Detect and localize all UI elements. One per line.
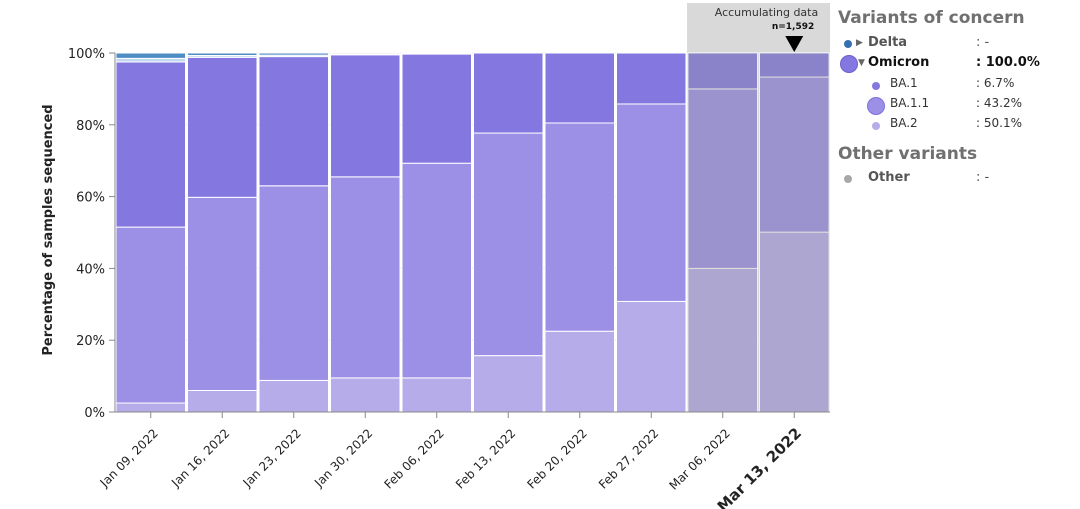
bar-segment-ba-1[interactable]: [759, 52, 830, 78]
bar-segment-delta[interactable]: [187, 52, 258, 57]
bar-segment-ba-1-1[interactable]: [616, 103, 687, 302]
bar-segment-delta[interactable]: [258, 52, 329, 56]
legend-label-other: Other: [868, 170, 910, 185]
bar-segment-ba-2[interactable]: [401, 377, 472, 413]
y-tick-label: 100%: [68, 47, 105, 62]
bar-segment-ba-1[interactable]: [115, 61, 186, 228]
ba1-dot-icon: [872, 82, 880, 90]
legend-label-delta: Delta: [868, 35, 908, 50]
bar-segment-ba-1[interactable]: [258, 56, 329, 187]
legend-item-ba1[interactable]: BA.1 : 6.7%: [838, 76, 1068, 96]
bar-segment-ba-1[interactable]: [473, 52, 544, 134]
bar-segment-ba-2[interactable]: [187, 389, 258, 413]
bar-segment-ba-1-1[interactable]: [544, 122, 615, 332]
bar-segment-ba-1[interactable]: [687, 52, 758, 90]
legend-label-ba11: BA.1.1: [890, 96, 930, 110]
legend-item-delta[interactable]: ▶ Delta : -: [838, 35, 1068, 55]
bar-segment-ba-2[interactable]: [544, 330, 615, 413]
omicron-dot-icon: [840, 55, 858, 73]
legend-item-ba2[interactable]: BA.2 : 50.1%: [838, 116, 1068, 136]
collapse-triangle-icon: ▼: [858, 58, 865, 68]
x-tick-label: Feb 06, 2022: [381, 426, 446, 491]
x-tick-label: Jan 30, 2022: [311, 426, 375, 490]
x-tick-label: Mar 06, 2022: [666, 426, 732, 492]
bar-segment-ba-1[interactable]: [187, 56, 258, 198]
bar-segment-ba-1-1[interactable]: [115, 226, 186, 404]
legend-label-ba1: BA.1: [890, 76, 918, 90]
legend-value-ba2: : 50.1%: [976, 116, 1022, 130]
legend-label-omicron: Omicron: [868, 55, 930, 70]
bar-segment-delta[interactable]: [401, 52, 472, 55]
legend-heading-other: Other variants: [838, 144, 978, 164]
y-tick-label: 60%: [76, 191, 105, 206]
delta-dot-icon: [844, 40, 852, 48]
bar-segment-ba-2[interactable]: [473, 355, 544, 413]
legend-item-ba11[interactable]: BA.1.1 : 43.2%: [838, 96, 1068, 116]
bar-segment-ba-1-1[interactable]: [330, 176, 401, 379]
bar-segment-ba-2[interactable]: [616, 300, 687, 413]
x-tick-label: Feb 13, 2022: [453, 426, 518, 491]
legend-value-ba11: : 43.2%: [976, 96, 1022, 110]
bar-segment-ba-1-1[interactable]: [401, 162, 472, 379]
bar-segment-ba-2[interactable]: [115, 402, 186, 413]
legend-value-delta: : -: [976, 35, 990, 50]
x-tick-label: Feb 27, 2022: [596, 426, 661, 491]
other-dot-icon: [844, 175, 852, 183]
bar-segment-ba-2[interactable]: [330, 377, 401, 413]
ba11-dot-icon: [867, 97, 885, 115]
y-tick-label: 40%: [76, 262, 105, 277]
ba2-dot-icon: [872, 122, 880, 130]
y-tick-label: 20%: [76, 334, 105, 349]
bar-segment-delta[interactable]: [330, 52, 401, 55]
y-tick-label: 0%: [84, 406, 105, 421]
bar-segment-ba-1-1[interactable]: [187, 196, 258, 391]
legend-value-omicron: : 100.0%: [976, 55, 1040, 70]
bar-segment-delta[interactable]: [115, 52, 186, 59]
x-tick-label: Jan 16, 2022: [168, 426, 232, 490]
bar-segment-ba-2[interactable]: [258, 379, 329, 413]
legend-item-other[interactable]: Other : -: [838, 170, 1068, 190]
y-axis-label: Percentage of samples sequenced: [41, 104, 56, 355]
bar-segment-ba-1-1[interactable]: [473, 132, 544, 357]
accumulating-overlay: [759, 53, 829, 412]
bar-segment-ba-1-1[interactable]: [687, 88, 758, 269]
legend-label-ba2: BA.2: [890, 116, 918, 130]
bar-segment-unassigned[interactable]: [115, 57, 186, 63]
legend-value-other: : -: [976, 170, 990, 185]
x-tick-label: Jan 23, 2022: [240, 426, 304, 490]
accumulating-overlay: [688, 53, 758, 412]
bar-segment-ba-1[interactable]: [330, 54, 401, 178]
bar-segment-ba-1[interactable]: [616, 52, 687, 105]
legend: Variants of concern ▶ Delta : - ▼ Omicro…: [838, 8, 1068, 190]
x-tick-label: Jan 09, 2022: [97, 426, 161, 490]
bar-segment-ba-1[interactable]: [544, 52, 615, 124]
legend-item-omicron[interactable]: ▼ Omicron : 100.0%: [838, 55, 1068, 76]
bar-segment-ba-2[interactable]: [687, 267, 758, 413]
accumulating-count: n=1,592: [772, 22, 814, 32]
bar-segment-ba-1[interactable]: [401, 53, 472, 164]
highlight-marker-icon: [785, 36, 804, 52]
bar-segment-ba-1-1[interactable]: [258, 185, 329, 381]
legend-value-ba1: : 6.7%: [976, 76, 1015, 90]
x-tick-label: Feb 20, 2022: [524, 426, 589, 491]
legend-heading-voc: Variants of concern: [838, 8, 1025, 28]
expand-triangle-icon: ▶: [856, 38, 863, 48]
stacked-bar-chart: Accumulating data n=1,592 0% 20% 40% 60% 80% 1…: [41, 3, 830, 509]
y-tick-label: 80%: [76, 119, 105, 134]
accumulating-label: Accumulating data: [715, 6, 818, 19]
